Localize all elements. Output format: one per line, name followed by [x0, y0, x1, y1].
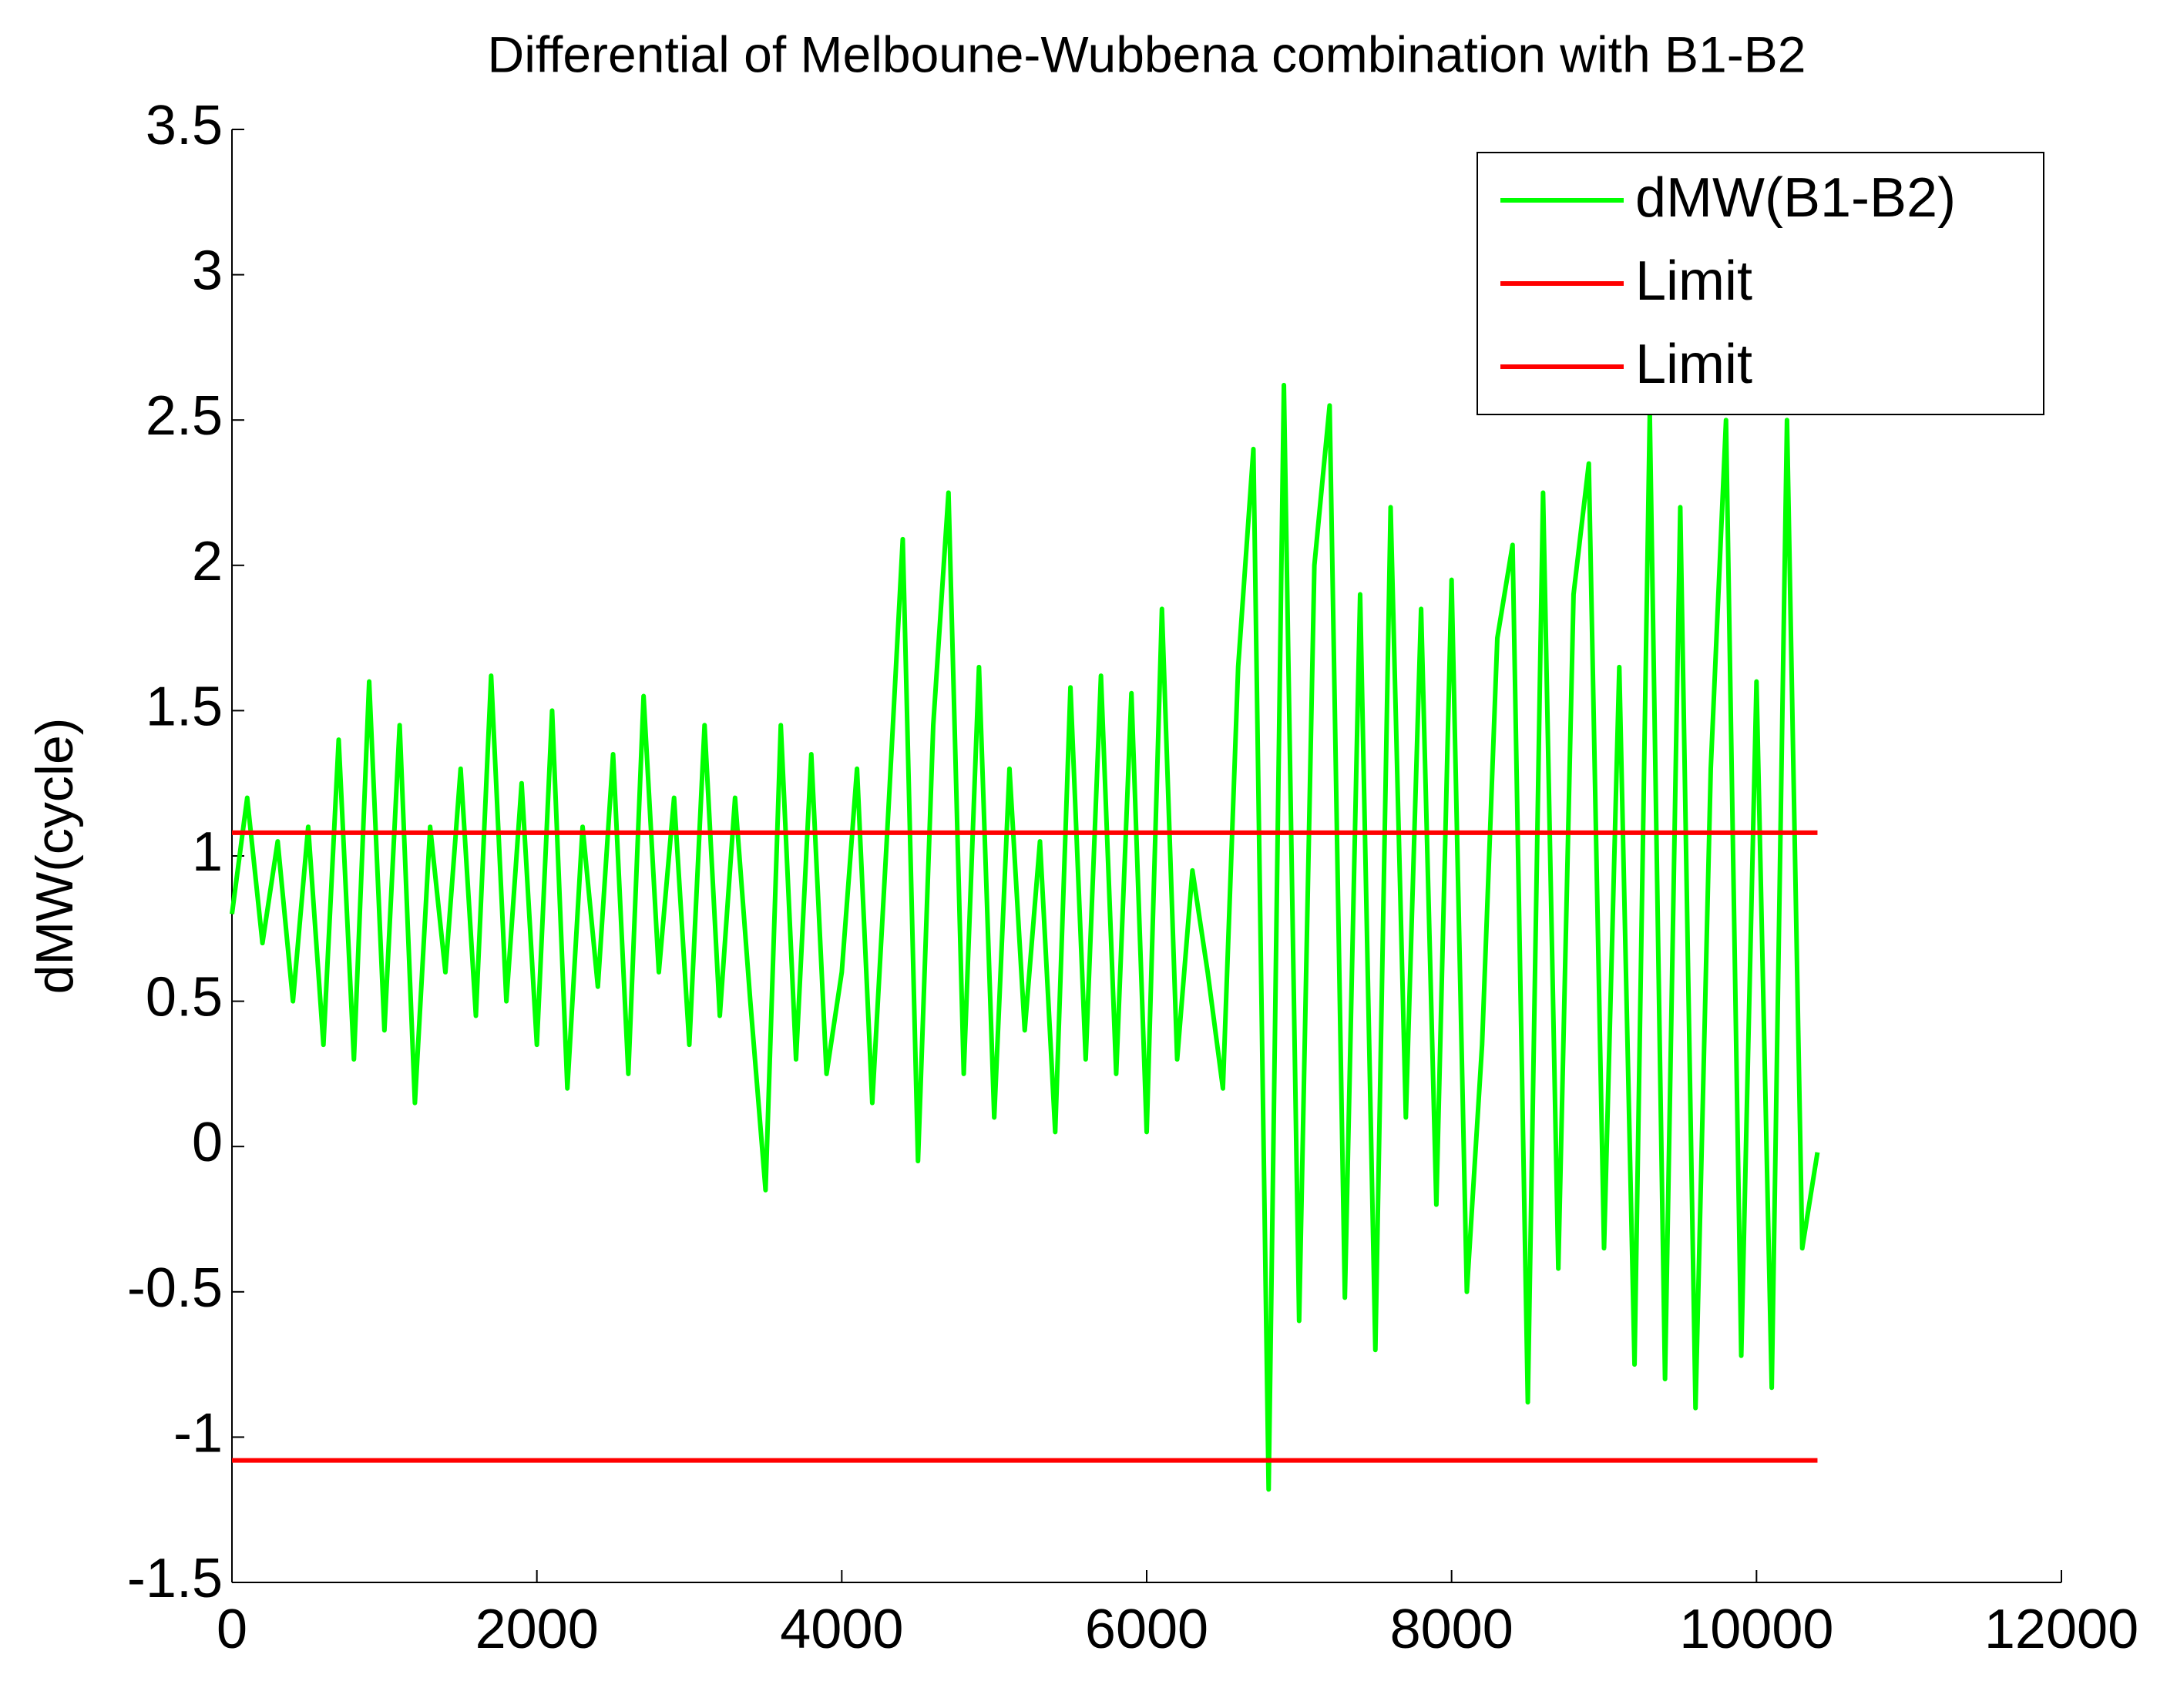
chart-title: Differential of Melboune-Wubbena combina…: [488, 25, 1806, 82]
x-tick-label: 12000: [1984, 1599, 2138, 1660]
x-tick-label: 8000: [1390, 1599, 1513, 1660]
y-tick-label: -1.5: [127, 1548, 223, 1609]
legend-label: dMW(B1-B2): [1635, 167, 1956, 229]
y-tick-label: -1: [173, 1402, 223, 1464]
y-tick-label: 0.5: [146, 967, 223, 1028]
x-tick-label: 4000: [780, 1599, 903, 1660]
y-tick-label: 3.5: [146, 95, 223, 156]
legend-label: Limit: [1635, 334, 1752, 395]
series-line: [230, 382, 1820, 1492]
legend-label: Limit: [1635, 250, 1752, 312]
y-tick-label: 0: [192, 1112, 223, 1173]
x-tick-label: 10000: [1679, 1599, 1833, 1660]
y-tick-label: 2: [192, 531, 223, 592]
x-tick-label: 2000: [475, 1599, 599, 1660]
x-tick-label: 6000: [1085, 1599, 1208, 1660]
y-tick-label: 1: [192, 821, 223, 883]
y-tick-label: 1.5: [146, 676, 223, 737]
x-tick-label: 0: [217, 1599, 247, 1660]
y-tick-label: -0.5: [127, 1257, 223, 1319]
y-tick-label: 3: [192, 240, 223, 302]
y-tick-label: 2.5: [146, 385, 223, 447]
y-axis-label: dMW(cycle): [25, 718, 84, 995]
